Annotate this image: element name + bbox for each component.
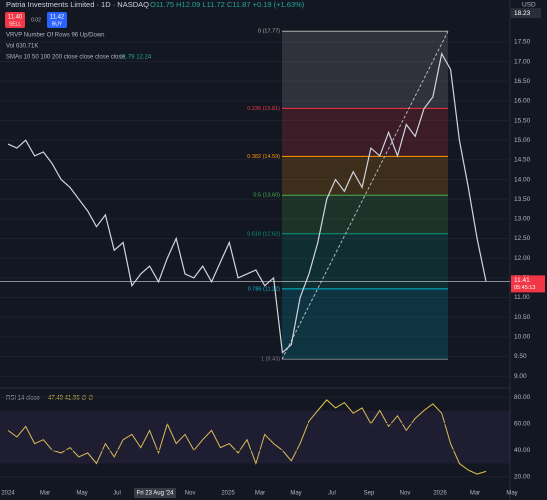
fib-zone [282,108,448,157]
fib-label: 1 (9.43) [261,357,280,363]
y-tick-label: 12.50 [514,235,531,242]
crosshair-date-box [134,488,176,498]
x-tick-label: 2025 [221,491,235,497]
x-tick-label: 2024 [1,491,15,497]
ohlc: O11.75 H12.09 L11.72 C11.87 +0.19 (+1.63… [150,0,305,9]
last-price: 11.41 [514,277,530,284]
y-tick-label: 17.00 [514,58,531,65]
x-tick-label: May [76,491,87,497]
x-tick-label: Jul [113,491,121,497]
x-tick-label: Mar [470,491,480,497]
rsi-tick-label: 80.00 [514,394,531,401]
high-label-box [511,8,541,19]
x-tick-label: Fri 23 Aug '24 [137,491,174,497]
sell-price: 11.40 [8,15,23,21]
fib-zone [282,288,448,360]
fib-label: 0.382 (14.59) [247,154,280,160]
rsi-band [0,410,510,464]
fib-label: 0.236 (15.81) [247,106,280,112]
sma-values: 11.79 12.24 [120,55,152,61]
fib-label: 0.618 (12.62) [247,231,280,237]
buy-button[interactable] [47,12,67,28]
sell-button[interactable] [5,12,25,28]
x-tick-label: Sep [364,491,375,497]
fib-label: 0 (17.77) [258,29,280,35]
y-tick-label: 15.50 [514,117,531,124]
y-tick-label: 10.00 [514,334,531,341]
rsi-tick-label: 40.00 [514,447,531,454]
rsi-values: 47.49 41.96 ∅ ∅ [48,395,93,402]
symbol: Patria Investments Limited · 1D · NASDAQ [6,0,149,9]
countdown: 05:45:13 [514,285,535,291]
high-label: 18.23 [514,10,531,17]
fib-label: 0.786 (11.22) [248,286,280,292]
sell-label: SELL [9,21,21,27]
sma-label: SMAs 10 50 100 200 close close close clo… [6,55,125,61]
x-tick-label: Nov [400,491,411,497]
y-tick-label: 15.00 [514,137,531,144]
x-tick-label: Jul [328,491,336,497]
y-tick-label: 13.00 [514,216,531,223]
buy-label: BUY [52,21,63,27]
fib-zone [282,233,448,289]
price-series [7,52,487,354]
y-tick-label: 16.50 [514,78,531,85]
rsi-tick-label: 60.00 [514,420,531,427]
fib-zone [282,31,448,109]
x-tick-label: Nov [185,491,196,497]
vol-label: Vol 630.71K [6,44,38,50]
y-tick-label: 9.50 [514,353,527,360]
x-tick-label: May [290,491,301,497]
rsi-label: RSI 14 close [6,396,41,402]
rsi-tick-label: 20.00 [514,473,531,480]
buy-price: 11.42 [50,15,65,21]
fib-zone [282,195,448,234]
fib-label: 0.5 (13.60) [253,193,280,199]
x-tick-label: 2026 [433,491,447,497]
y-tick-label: 12.00 [514,255,531,262]
y-tick-label: 10.50 [514,314,531,321]
y-tick-label: 9.00 [514,373,527,380]
y-tick-label: 16.00 [514,98,531,105]
x-tick-label: Mar [40,491,50,497]
spread: 0.02 [31,17,41,23]
fib-trend [281,31,449,360]
currency: USD [522,2,536,9]
x-tick-label: May [506,491,517,497]
y-tick-label: 11.00 [514,294,530,301]
x-tick-label: Mar [255,491,265,497]
y-tick-label: 13.50 [514,196,531,203]
rsi-series [7,399,487,475]
y-tick-label: 14.00 [514,176,531,183]
last-price-box [511,275,545,293]
y-tick-label: 17.50 [514,39,531,46]
y-tick-label: 14.50 [514,157,531,164]
vrvp-label: VRVP Number Of Rows 96 Up/Down [6,33,104,39]
